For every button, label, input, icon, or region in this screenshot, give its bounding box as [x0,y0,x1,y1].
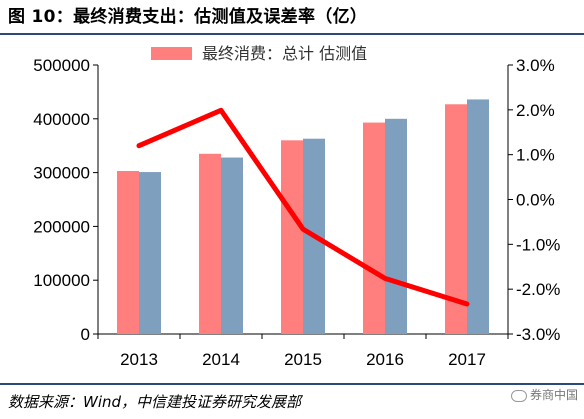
bar-total [363,122,385,334]
watermark-text: 券商中国 [529,388,578,402]
footer-divider [0,383,584,385]
y-right-tick-label: 1.0% [516,146,555,165]
y-right-tick-label: -3.0% [516,325,560,344]
line-error-rate [136,107,470,307]
bar-estimate [467,99,489,334]
y-left-tick-label: 200000 [33,217,90,236]
x-tick-label: 2013 [120,350,158,369]
y-left-tick-label: 400000 [33,110,90,129]
y-left-tick-label: 500000 [33,56,90,75]
chart-legend: 最终消费：总计 估测值 [151,44,367,63]
y-left-tick-label: 100000 [33,271,90,290]
bar-total [199,153,221,334]
source-note: 数据来源：Wind，中信建投证券研究发展部 [8,393,302,411]
chart-ticks: 0 100000 200000 300000 400000 500000 -3.0% -2.0… [33,56,560,369]
bar-estimate [221,157,243,334]
bar-total [445,104,467,334]
x-tick-label: 2016 [366,350,404,369]
y-left-tick-label: 300000 [33,164,90,183]
watermark: 券商中国 [510,386,578,403]
chart-line [136,107,470,307]
chart: 0 100000 200000 300000 400000 500000 -3.0% -2.0… [33,44,560,369]
y-right-tick-label: -1.0% [516,235,560,254]
x-tick-label: 2017 [448,350,486,369]
legend-label: 最终消费：总计 估测值 [202,44,367,63]
bar-estimate [139,172,161,334]
y-right-tick-label: -2.0% [516,280,560,299]
bar-estimate [385,118,407,334]
legend-swatch [151,47,192,60]
title-divider [0,33,584,35]
x-tick-label: 2014 [202,350,240,369]
y-right-tick-label: 3.0% [516,56,555,75]
y-left-tick-label: 0 [81,325,90,344]
chart-title: 图 10：最终消费支出：估测值及误差率（亿） [8,7,368,27]
bar-total [281,140,303,334]
x-tick-label: 2015 [284,350,322,369]
bar-total [117,170,139,334]
wechat-icon [510,389,527,402]
y-right-tick-label: 2.0% [516,101,555,120]
y-right-tick-label: 0.0% [516,191,555,210]
chart-bars [117,99,489,334]
